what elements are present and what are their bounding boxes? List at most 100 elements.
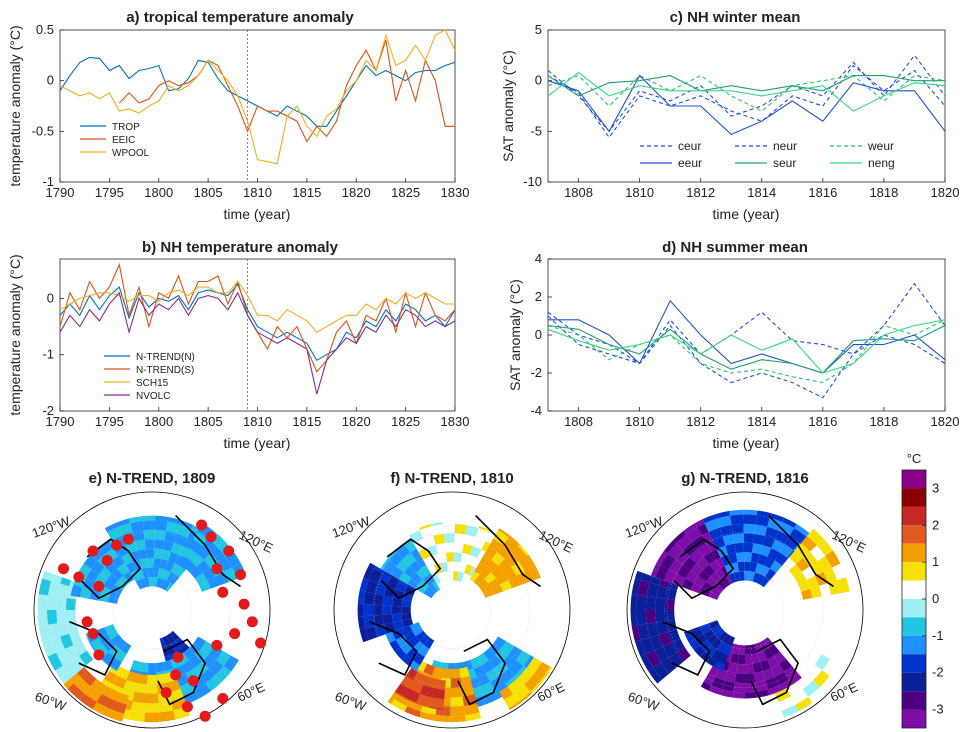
y-tick-label: -1 (42, 347, 54, 362)
grid-cell (170, 574, 180, 585)
proxy-site-marker (170, 669, 182, 681)
grid-cell (802, 551, 818, 567)
grid-cell (215, 665, 232, 683)
grid-cell (78, 650, 94, 666)
grid-cell (709, 559, 721, 572)
grid-cell (165, 582, 174, 592)
grid-cell (649, 576, 661, 586)
grid-cell (810, 585, 822, 599)
grid-cell (154, 539, 165, 550)
grid-cell (357, 603, 364, 617)
grid-cell (454, 523, 467, 535)
grid-cell (717, 515, 732, 528)
grid-cell (637, 580, 650, 597)
grid-cell (677, 564, 691, 579)
grid-cell (190, 553, 204, 567)
grid-cell (103, 670, 118, 684)
panel-a: a) tropical temperature anomaly 1790 1795… (7, 9, 469, 222)
grid-cell (98, 593, 110, 603)
colorbar-segment (902, 672, 926, 692)
grid-cell (382, 605, 392, 615)
grid-cell (690, 626, 701, 632)
grid-cell (412, 652, 425, 666)
panel-b-ylabel: temperature anomaly (°C) (7, 254, 23, 415)
grid-cell (637, 623, 650, 640)
x-tick-label: 1810 (625, 185, 654, 200)
grid-cell (541, 666, 553, 682)
grid-cell (155, 515, 169, 522)
grid-cell (703, 551, 717, 565)
grid-cell (511, 546, 527, 562)
grid-cell (685, 570, 699, 583)
grid-cell (730, 514, 744, 525)
series-line-sch15 (59, 280, 455, 333)
coastline (475, 515, 541, 588)
grid-cell (672, 573, 686, 587)
x-tick-label: 1815 (292, 185, 321, 200)
grid-cell (388, 552, 403, 567)
grid-cell (689, 549, 704, 564)
grid-cell (382, 614, 394, 625)
grid-cell (732, 691, 745, 699)
grid-cell (193, 636, 207, 649)
x-tick-label: 1805 (194, 185, 223, 200)
grid-cell (56, 596, 67, 610)
panel-a-title: a) tropical temperature anomaly (126, 9, 354, 26)
grid-cell (696, 556, 710, 570)
grid-cell (440, 561, 448, 573)
panel-d: d) NH summer mean 1808 1810 1812 1814 1816 18… (507, 239, 959, 451)
grid-cell (86, 569, 100, 583)
grid-cell (663, 540, 677, 554)
colorbar-tick-label: -3 (932, 702, 944, 717)
grid-cell (491, 584, 504, 595)
panel-c-title: c) NH winter mean (670, 9, 801, 26)
grid-cell (416, 702, 430, 708)
grid-cell (111, 555, 124, 569)
grid-cell (423, 589, 434, 599)
grid-cell (533, 565, 541, 579)
grid-cell (128, 710, 145, 722)
grid-cell (479, 567, 492, 579)
grid-cell (365, 626, 378, 641)
grid-cell (400, 675, 414, 689)
grid-cell (710, 571, 722, 583)
grid-cell (126, 670, 139, 683)
grid-cell (372, 604, 383, 616)
grid-cell (382, 560, 397, 575)
legend-label: weur (867, 139, 894, 153)
grid-cell (533, 661, 551, 680)
grid-cell (404, 540, 417, 553)
grid-cell (41, 638, 57, 657)
grid-cell (744, 571, 750, 581)
grid-cell (107, 526, 122, 541)
grid-cell (837, 577, 850, 594)
grid-cell (130, 659, 141, 672)
grid-cell (69, 631, 82, 646)
grid-cell (663, 642, 677, 658)
grid-cell (483, 546, 498, 560)
panel-g-title: g) N-TREND, 1816 (681, 470, 809, 487)
grid-cell (161, 549, 171, 561)
grid-cell (373, 593, 384, 606)
grid-cell (676, 534, 692, 551)
grid-cell (184, 560, 197, 574)
grid-cell (720, 689, 734, 698)
grid-cell (724, 671, 737, 683)
x-tick-label: 1818 (869, 414, 898, 429)
grid-cell (357, 590, 366, 604)
legend-label: eeur (678, 156, 702, 170)
y-tick-label: 0.5 (36, 22, 54, 37)
grid-cell (382, 570, 392, 578)
proxy-site-marker (93, 649, 105, 661)
grid-cell (693, 645, 705, 657)
grid-cell (716, 641, 727, 653)
grid-cell (91, 561, 105, 575)
grid-cell (89, 642, 96, 652)
grid-cell (60, 633, 74, 649)
grid-cell (390, 575, 400, 582)
panel-b: b) NH temperature anomaly 1790 1795 1800 18… (7, 239, 469, 451)
grid-cell (114, 579, 126, 591)
grid-cell (63, 679, 74, 689)
grid-cell (731, 523, 744, 535)
grid-cell (706, 656, 718, 668)
